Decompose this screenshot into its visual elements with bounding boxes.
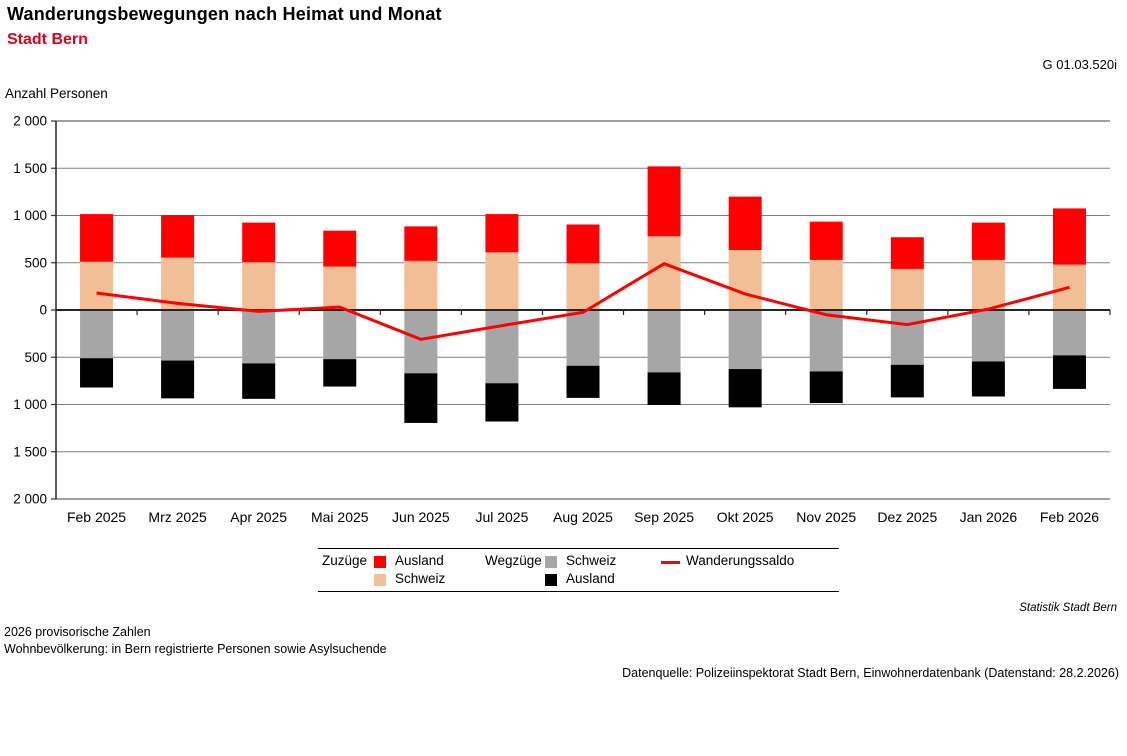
y-tick-label: 500 [24,350,47,365]
x-tick-label: Jan 2026 [960,509,1018,525]
bar-segment-zuz-ge-ausland-dez-2025 [890,237,924,269]
bar-segment-zuz-ge-ausland-apr-2025 [242,222,276,263]
bar-segment-wegz-ge-schweiz-jan-2026 [971,310,1005,362]
bar-segment-wegz-ge-schweiz-apr-2025 [242,310,276,364]
page-subtitle: Stadt Bern [7,31,88,48]
bar-segment-wegz-ge-schweiz-aug-2025 [566,310,600,366]
migration-stacked-bar-chart: 2 000 1 500 1 000 500 0 500 1 000 1 500 2 000 Feb… [13,114,1111,525]
x-tick-label: Jun 2025 [392,509,450,525]
legend-label-zuzuege-schweiz: Schweiz [395,571,446,586]
y-tick-label: 0 [39,303,47,318]
bar-segment-zuz-ge-schweiz-dez-2025 [890,268,924,310]
bar-segment-zuz-ge-ausland-mrz-2025 [161,215,195,258]
bar-segment-wegz-ge-ausland-dez-2025 [890,364,924,398]
y-tick-label: 1 500 [13,161,47,176]
bar-segment-zuz-ge-schweiz-sep-2025 [647,236,681,310]
y-tick-label: 500 [24,255,47,270]
bar-segment-zuz-ge-ausland-jan-2026 [971,222,1005,260]
x-tick-label: Feb 2025 [67,509,126,525]
bar-segment-zuz-ge-ausland-jul-2025 [485,214,519,253]
footnote-population: Wohnbevölkerung: in Bern registrierte Pe… [4,642,387,656]
bar-segment-wegz-ge-schweiz-jul-2025 [485,310,519,384]
legend-label-zuzuege-ausland: Ausland [395,553,444,568]
bar-segment-wegz-ge-ausland-apr-2025 [242,363,276,399]
bar-segment-wegz-ge-schweiz-okt-2025 [728,310,762,370]
bar-segment-zuz-ge-ausland-okt-2025 [728,196,762,250]
x-tick-label: Sep 2025 [634,509,694,525]
bar-segment-wegz-ge-schweiz-mai-2025 [323,310,357,360]
bar-segment-zuz-ge-ausland-feb-2026 [1052,208,1086,265]
bar-segment-zuz-ge-schweiz-jan-2026 [971,259,1005,310]
y-axis-title: Anzahl Personen [5,86,108,101]
data-source-note: Datenquelle: Polizeiinspektorat Stadt Be… [622,666,1119,680]
legend-label-wegzuege-schweiz: Schweiz [566,553,617,568]
bar-segment-wegz-ge-ausland-mai-2025 [323,359,357,387]
bar-segment-zuz-ge-schweiz-nov-2025 [809,259,843,310]
bar-segment-wegz-ge-schweiz-jun-2025 [404,310,438,374]
bar-segment-wegz-ge-ausland-okt-2025 [728,369,762,408]
legend-group-wegzuege: Wegzüge [485,553,542,568]
x-tick-label: Nov 2025 [796,509,856,525]
bar-segment-wegz-ge-ausland-jan-2026 [971,361,1005,397]
bar-segment-wegz-ge-ausland-sep-2025 [647,372,681,405]
bar-segment-zuz-ge-schweiz-jul-2025 [485,252,519,310]
bar-segment-wegz-ge-ausland-feb-2026 [1052,355,1086,389]
x-tick-label: Okt 2025 [717,509,774,525]
legend-swatch-wegzuege-schweiz [545,556,557,568]
bar-segment-zuz-ge-ausland-nov-2025 [809,221,843,260]
bar-segment-zuz-ge-ausland-sep-2025 [647,166,681,237]
legend-swatch-zuzuege-schweiz [374,574,386,586]
x-tick-label: Feb 2026 [1040,509,1099,525]
y-tick-label: 1 000 [13,397,47,412]
bar-segment-zuz-ge-schweiz-aug-2025 [566,263,600,310]
bar-segment-wegz-ge-schweiz-sep-2025 [647,310,681,373]
bar-segment-wegz-ge-ausland-nov-2025 [809,371,843,404]
bar-segment-zuz-ge-ausland-jun-2025 [404,226,438,261]
legend-group-zuzuege: Zuzüge [322,553,368,568]
bar-segment-wegz-ge-schweiz-nov-2025 [809,310,843,372]
bar-segment-wegz-ge-ausland-jul-2025 [485,383,519,422]
chart-legend: Zuzüge Ausland Schweiz Wegzüge Schweiz A… [318,548,839,592]
bar-segment-zuz-ge-schweiz-okt-2025 [728,249,762,310]
legend-label-wegzuege-ausland: Ausland [566,571,615,586]
bar-segment-wegz-ge-ausland-jun-2025 [404,373,438,423]
legend-swatch-zuzuege-ausland [374,556,386,568]
page-title: Wanderungsbewegungen nach Heimat und Mon… [7,4,442,24]
bar-segment-zuz-ge-schweiz-jun-2025 [404,260,438,310]
x-tick-label: Dez 2025 [877,509,937,525]
bar-segment-wegz-ge-schweiz-feb-2025 [80,310,114,359]
bar-segment-zuz-ge-schweiz-mai-2025 [323,266,357,310]
bar-segment-zuz-ge-ausland-mai-2025 [323,230,357,267]
bar-segment-wegz-ge-schweiz-mrz-2025 [161,310,195,361]
x-tick-label: Mrz 2025 [148,509,207,525]
x-tick-label: Mai 2025 [311,509,369,525]
x-tick-label: Aug 2025 [553,509,613,525]
x-tick-label: Jul 2025 [475,509,528,525]
y-tick-label: 1 500 [13,444,47,459]
credit-note: Statistik Stadt Bern [1019,602,1117,614]
bar-segment-zuz-ge-ausland-feb-2025 [80,214,114,262]
graph-id: G 01.03.520i [1042,57,1117,72]
legend-swatch-saldo-line [661,561,680,564]
bar-segment-wegz-ge-schweiz-dez-2025 [890,310,924,365]
saldo-line [96,262,1070,341]
bar-segment-zuz-ge-ausland-aug-2025 [566,224,600,264]
footnote-provisional: 2026 provisorische Zahlen [4,625,151,639]
bar-segment-wegz-ge-schweiz-feb-2026 [1052,310,1086,356]
y-tick-label: 1 000 [13,208,47,223]
bar-segment-zuz-ge-schweiz-feb-2025 [80,261,114,310]
y-tick-label: 2 000 [13,114,47,129]
bar-segment-wegz-ge-ausland-mrz-2025 [161,360,195,399]
bar-segment-zuz-ge-schweiz-apr-2025 [242,262,276,310]
bar-segment-wegz-ge-ausland-aug-2025 [566,365,600,398]
legend-label-saldo: Wanderungssaldo [686,553,795,568]
legend-swatch-wegzuege-ausland [545,574,557,586]
y-tick-label: 2 000 [13,492,47,507]
bar-segment-wegz-ge-ausland-feb-2025 [80,358,114,388]
x-tick-label: Apr 2025 [230,509,287,525]
